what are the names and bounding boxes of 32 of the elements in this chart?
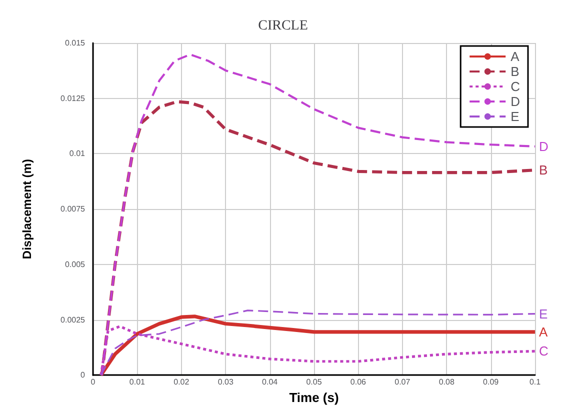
y-tick-label: 0.015 <box>64 38 86 48</box>
text: B <box>539 162 548 178</box>
y-tick-label: 0.005 <box>64 260 86 269</box>
x-tick-label: 0.02 <box>174 378 190 387</box>
chart-title: CIRCLE <box>258 18 308 34</box>
legend-label: C <box>510 79 520 94</box>
x-tick-label: 0 <box>90 378 96 387</box>
text: D <box>539 138 548 154</box>
y-axis-title: Displacement (m) <box>20 159 34 260</box>
y-tick-label: 0.0075 <box>60 204 86 214</box>
y-tick-label: 0.0125 <box>60 94 86 103</box>
x-tick-label: 0.09 <box>483 378 500 387</box>
legend-label: E <box>510 109 520 124</box>
y-tick-label: 0.01 <box>69 149 86 158</box>
legend-label: B <box>510 64 520 79</box>
text: C <box>539 344 548 359</box>
x-tick-label: 0.06 <box>350 378 367 387</box>
y-tick-label: 0 <box>80 370 86 380</box>
x-tick-label: 0.1 <box>529 378 542 387</box>
text: E <box>539 306 548 322</box>
text: A <box>539 324 548 340</box>
x-axis-title: Time (s) <box>289 390 339 405</box>
legend-label: D <box>510 94 520 109</box>
line-series <box>100 325 536 376</box>
y-tick-label: 0.0025 <box>60 315 86 324</box>
legend-label: A <box>510 49 520 64</box>
x-tick-label: 0.03 <box>218 378 234 387</box>
x-tick-label: 0.07 <box>394 378 411 387</box>
x-tick-label: 0.08 <box>438 378 455 387</box>
x-tick-label: 0.04 <box>262 378 278 387</box>
x-tick-label: 0.05 <box>306 378 322 387</box>
x-tick-label: 0.01 <box>129 378 146 387</box>
